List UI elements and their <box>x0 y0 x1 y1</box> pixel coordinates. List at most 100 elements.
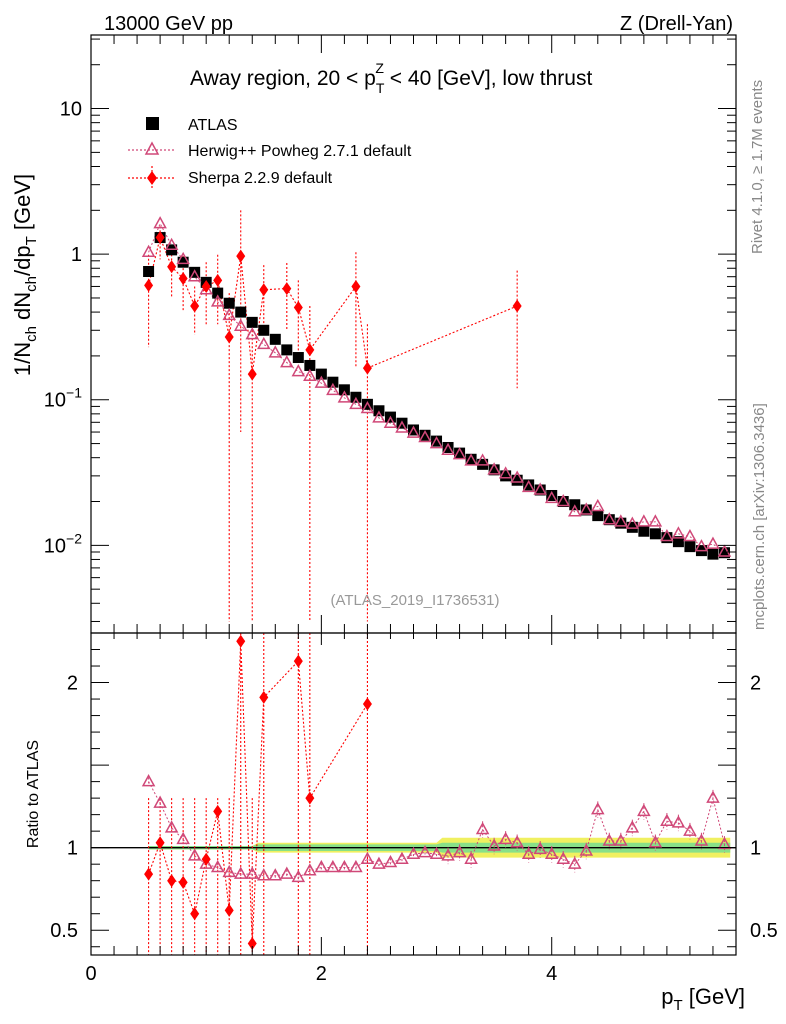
herwig-point <box>591 498 605 512</box>
atlas-point <box>177 256 189 268</box>
main-ytick-label-10: 10 <box>60 99 82 121</box>
sherpa-point <box>362 361 372 375</box>
herwig-point <box>360 400 375 414</box>
sherpa-point <box>167 260 177 274</box>
atlas-point <box>304 359 316 371</box>
ratio-ytick-label-2: 2 <box>67 673 78 695</box>
ratio-herwig-point <box>418 845 432 858</box>
herwig-point <box>245 327 260 340</box>
herwig-point <box>533 482 547 495</box>
atlas-point <box>327 376 339 388</box>
ratio-sherpa-point <box>144 867 154 881</box>
herwig-point <box>637 514 651 527</box>
legend-label-sherpa: Sherpa 2.2.9 default <box>188 170 333 187</box>
main-y-axis-label: 1/Nch dNch/dpT [GeV] <box>10 174 40 376</box>
ratio-sherpa-point <box>259 690 269 704</box>
ratio-ytick-label-2-right: 2 <box>750 673 761 695</box>
ratio-herwig-point <box>706 790 720 803</box>
ratio-herwig-point <box>625 820 640 833</box>
ratio-ytick-label-0.5-right: 0.5 <box>750 920 778 942</box>
ratio-herwig-point <box>210 859 225 873</box>
herwig-point <box>694 539 709 552</box>
ratio-y-axis-label: Ratio to ATLAS <box>25 740 42 848</box>
ratio-herwig-point <box>441 848 455 861</box>
ratio-sherpa-point <box>236 634 246 648</box>
sherpa-point <box>351 279 361 293</box>
ratio-sherpa-line <box>148 641 368 944</box>
ratio-sherpa-point <box>201 852 211 866</box>
sherpa-point <box>155 231 165 245</box>
herwig-point <box>395 420 409 433</box>
ratio-herwig-point <box>475 821 490 835</box>
watermark: (ATLAS_2019_I1736531) <box>330 592 499 609</box>
atlas-point <box>454 447 466 459</box>
herwig-point <box>441 442 455 455</box>
ratio-herwig-point <box>291 869 306 883</box>
ratio-herwig-point <box>360 851 375 864</box>
ratio-ticks <box>90 633 737 955</box>
herwig-point <box>164 237 179 251</box>
ratio-sherpa-point <box>167 874 177 888</box>
atlas-point <box>442 441 454 453</box>
ratio-herwig-point <box>337 859 352 873</box>
header-right: Z (Drell-Yan) <box>620 13 733 35</box>
atlas-point <box>638 525 650 537</box>
herwig-point <box>521 479 536 493</box>
ratio-herwig-point <box>614 833 628 846</box>
herwig-point <box>314 375 329 388</box>
sherpa-point <box>213 273 223 287</box>
ratio-herwig-point <box>383 854 398 868</box>
herwig-point <box>268 345 283 358</box>
legend-marker-sherpa <box>147 171 157 185</box>
ratio-ytick-label-1-right: 1 <box>750 838 761 860</box>
herwig-point <box>544 490 559 504</box>
herwig-point <box>303 368 317 381</box>
atlas-point <box>465 453 477 465</box>
main-y-tick-labels: 10 1 10−1 10−2 <box>44 99 82 558</box>
ratio-sherpa-point <box>362 697 372 711</box>
ratio-herwig-point <box>694 833 709 846</box>
legend-label-atlas: ATLAS <box>188 117 238 134</box>
herwig-point <box>579 502 594 515</box>
ratio-ytick-label-0.5: 0.5 <box>50 920 78 942</box>
atlas-point <box>269 333 281 345</box>
header-left: 13000 GeV pp <box>104 13 233 35</box>
ratio-herwig-point <box>164 820 179 833</box>
ratio-herwig-point <box>498 831 513 845</box>
plot-title: Away region, 20 < pTZ < 40 [GeV], low th… <box>190 60 592 96</box>
atlas-point <box>534 484 546 496</box>
herwig-point <box>406 425 421 438</box>
x-axis-label: pT [GeV] <box>661 984 745 1014</box>
sherpa-point <box>178 272 188 286</box>
herwig-point <box>418 429 432 443</box>
atlas-point <box>661 532 673 544</box>
xtick-label-0: 0 <box>85 963 96 985</box>
atlas-point <box>718 547 730 559</box>
atlas-point <box>292 352 304 364</box>
ratio-herwig-point <box>648 835 663 848</box>
ratio-herwig-point <box>153 795 167 808</box>
atlas-point <box>258 324 270 336</box>
atlas-point <box>212 287 224 299</box>
herwig-point <box>487 462 501 475</box>
ratio-herwig-point <box>303 863 317 876</box>
ratio-herwig-point <box>717 836 732 850</box>
herwig-point <box>602 512 617 525</box>
ratio-herwig-point <box>233 866 248 879</box>
ratio-sherpa-point <box>213 804 223 818</box>
ratio-herwig-point <box>326 859 340 873</box>
atlas-point <box>143 265 155 277</box>
herwig-point <box>233 318 248 331</box>
herwig-point <box>429 436 444 449</box>
atlas-point <box>557 496 569 508</box>
ratio-herwig-point <box>314 859 329 873</box>
ratio-herwig-point <box>683 823 697 836</box>
herwig-point <box>498 466 513 479</box>
ratio-sherpa-point <box>190 907 200 921</box>
atlas-point <box>235 306 247 318</box>
herwig-point <box>556 493 571 507</box>
atlas-point <box>223 297 235 309</box>
ratio-sherpa-point <box>178 875 188 889</box>
ratio-herwig-point <box>176 831 190 845</box>
atlas-point <box>511 474 523 486</box>
